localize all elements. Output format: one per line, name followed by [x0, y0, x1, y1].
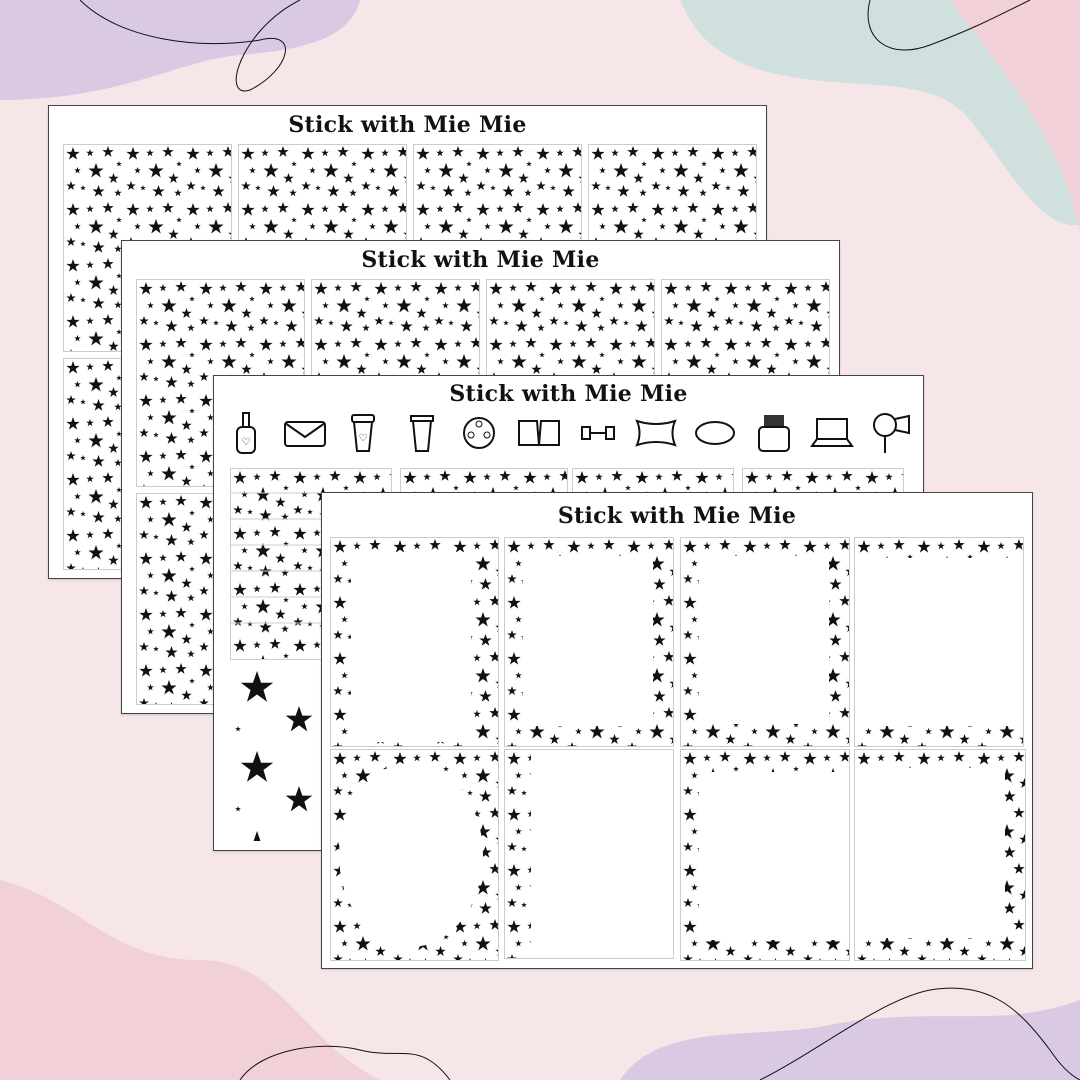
star-frame-box — [854, 537, 1024, 747]
icon-sticker-row: ♡ ♡ — [224, 411, 913, 455]
wallet-icon — [752, 411, 796, 455]
sheet-title: Stick with Mie Mie — [288, 112, 527, 138]
sheet-title: Stick with Mie Mie — [557, 503, 797, 529]
sheet-title: Stick with Mie Mie — [361, 247, 600, 273]
star-frame-box — [504, 749, 674, 959]
star-frame-box — [680, 749, 850, 961]
envelope-icon — [283, 411, 327, 455]
svg-text:♡: ♡ — [359, 433, 368, 444]
star-frame-box — [680, 537, 850, 747]
star-frame-box — [330, 537, 499, 747]
laptop-icon — [810, 411, 855, 455]
dumbbells-icon — [576, 411, 620, 455]
hair-dryer-icon — [869, 411, 913, 455]
open-book-icon — [517, 411, 561, 455]
pillow-icon — [634, 411, 678, 455]
coffee-cup-icon: ♡ — [341, 411, 385, 455]
sheet-title: Stick with Mie Mie — [449, 381, 688, 407]
sticker-sheet-4: Stick with Mie Mie — [321, 492, 1033, 969]
star-frame-box — [504, 537, 674, 747]
trash-can-icon — [400, 411, 444, 455]
svg-text:♡: ♡ — [242, 437, 251, 448]
star-frame-box — [854, 749, 1026, 961]
sleep-mask-icon — [693, 411, 737, 455]
nail-polish-icon: ♡ — [224, 411, 268, 455]
star-frame-box — [330, 749, 499, 961]
film-reel-icon — [459, 411, 503, 455]
big-star-box — [230, 666, 330, 841]
